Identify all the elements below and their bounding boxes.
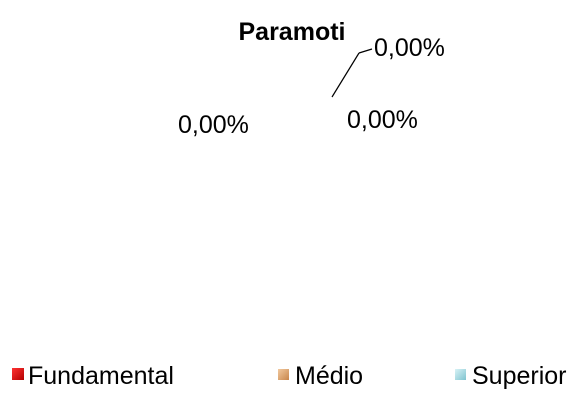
data-label-superior: 0,00% — [374, 34, 445, 62]
legend-swatch-fundamental — [12, 368, 24, 380]
legend-label-medio: Médio — [295, 362, 363, 390]
data-label-fundamental: 0,00% — [178, 111, 249, 139]
legend-label-superior: Superior — [472, 362, 567, 390]
leader-line-tick — [358, 48, 373, 54]
legend-swatch-medio — [278, 369, 289, 380]
chart-title: Paramoti — [239, 18, 346, 46]
legend-swatch-superior — [455, 369, 466, 380]
legend: Fundamental Médio Superior — [12, 362, 567, 390]
leader-line — [331, 52, 360, 98]
legend-item-superior: Superior — [455, 362, 567, 390]
legend-item-fundamental: Fundamental — [12, 362, 174, 390]
data-label-medio: 0,00% — [347, 106, 418, 134]
legend-item-medio: Médio — [278, 362, 363, 390]
legend-label-fundamental: Fundamental — [28, 362, 174, 390]
